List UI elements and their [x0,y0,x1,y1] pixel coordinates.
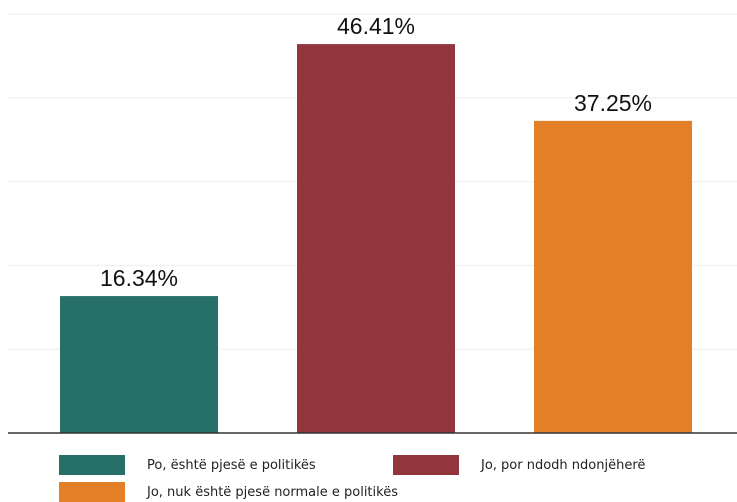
bar [60,296,218,433]
data-label: 37.25% [574,90,652,116]
data-label: 16.34% [100,265,178,291]
bars [60,44,692,434]
bar [297,44,455,434]
data-label: 46.41% [337,13,415,39]
bar [534,120,692,433]
data-labels: 16.34% 46.41% 37.25% [100,13,652,291]
